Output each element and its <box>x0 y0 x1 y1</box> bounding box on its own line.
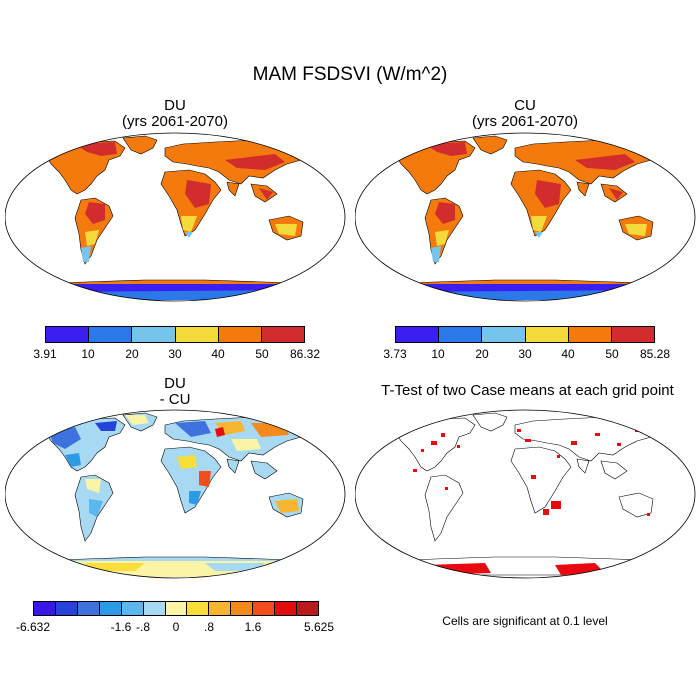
du-colorbar-label: 3.91 <box>33 347 57 361</box>
diff-colorbar-swatch-1 <box>34 602 56 615</box>
diff-colorbar-swatch-13 <box>297 602 318 615</box>
panel-cu-title-line1: CU <box>514 97 536 114</box>
cu-colorbar-label: 40 <box>561 347 575 361</box>
diff-colorbar-label: -6.632 <box>15 620 51 634</box>
diff-colorbar-swatch-3 <box>77 602 100 615</box>
cu-colorbar-swatch-5 <box>568 327 612 342</box>
du-colorbar-label: 86.32 <box>289 347 321 361</box>
du-colorbar-swatch-5 <box>218 327 262 342</box>
panel-diff-title-line2: - CU <box>159 391 191 408</box>
du-colorbar-label: 10 <box>81 347 95 361</box>
panel-ttest-title: T-Test of two Case means at each grid po… <box>381 382 674 399</box>
du-colorbar-label: 30 <box>168 347 182 361</box>
diff-colorbar-label: 1.6 <box>244 620 262 634</box>
cu-colorbar-swatch-3 <box>482 327 526 342</box>
du-colorbar-label: 20 <box>125 347 139 361</box>
du-map <box>5 132 346 302</box>
ttest-map <box>355 409 696 579</box>
diff-colorbar-swatch-12 <box>275 602 298 615</box>
cu-colorbar-label: 3.73 <box>383 347 407 361</box>
diff-colorbar-swatch-4 <box>99 602 122 615</box>
diff-colorbar <box>33 601 319 616</box>
du-colorbar-label: 40 <box>211 347 225 361</box>
diff-colorbar-swatch-9 <box>209 602 232 615</box>
cu-map <box>355 132 696 302</box>
diff-colorbar-label: -1.6 <box>110 620 132 634</box>
diff-colorbar-swatch-6 <box>143 602 166 615</box>
cu-colorbar-label: 85.28 <box>639 347 671 361</box>
diff-colorbar-swatch-10 <box>231 602 254 615</box>
panel-diff-title: DU - CU <box>5 376 345 408</box>
diff-colorbar-label: .8 <box>203 620 215 634</box>
cu-colorbar-label: 50 <box>605 347 619 361</box>
panel-du-title: DU (yrs 2061-2070) <box>5 98 345 130</box>
diff-colorbar-swatch-7 <box>165 602 188 615</box>
cu-colorbar-label: 30 <box>518 347 532 361</box>
panel-du-title-line1: DU <box>164 97 186 114</box>
du-colorbar-swatch-1 <box>46 327 90 342</box>
diff-colorbar-label: -.8 <box>135 620 151 634</box>
du-colorbar-label: 50 <box>255 347 269 361</box>
diff-colorbar-label: 0 <box>172 620 180 634</box>
cu-colorbar-swatch-4 <box>525 327 569 342</box>
diff-colorbar-swatch-5 <box>121 602 144 615</box>
ttest-note: Cells are significant at 0.1 level <box>442 614 608 628</box>
panel-diff-title-line1: DU <box>164 375 186 392</box>
cu-colorbar-swatch-2 <box>439 327 483 342</box>
cu-colorbar <box>395 326 655 343</box>
cu-colorbar-swatch-1 <box>396 327 440 342</box>
diff-colorbar-swatch-11 <box>253 602 276 615</box>
cu-colorbar-label: 20 <box>475 347 489 361</box>
figure-title: MAM FSDSVI (W/m^2) <box>252 64 448 85</box>
cu-colorbar-label: 10 <box>431 347 445 361</box>
cu-colorbar-swatch-6 <box>611 327 655 342</box>
panel-cu-title-line2: (yrs 2061-2070) <box>472 113 578 130</box>
du-colorbar <box>45 326 305 343</box>
diff-map <box>5 409 346 579</box>
diff-colorbar-swatch-2 <box>55 602 78 615</box>
du-colorbar-swatch-4 <box>175 327 219 342</box>
panel-du-title-line2: (yrs 2061-2070) <box>122 113 228 130</box>
diff-colorbar-swatch-8 <box>187 602 210 615</box>
du-colorbar-swatch-3 <box>132 327 176 342</box>
diff-colorbar-label: 5.625 <box>303 620 335 634</box>
du-colorbar-swatch-6 <box>261 327 305 342</box>
du-colorbar-swatch-2 <box>89 327 133 342</box>
panel-cu-title: CU (yrs 2061-2070) <box>355 98 695 130</box>
